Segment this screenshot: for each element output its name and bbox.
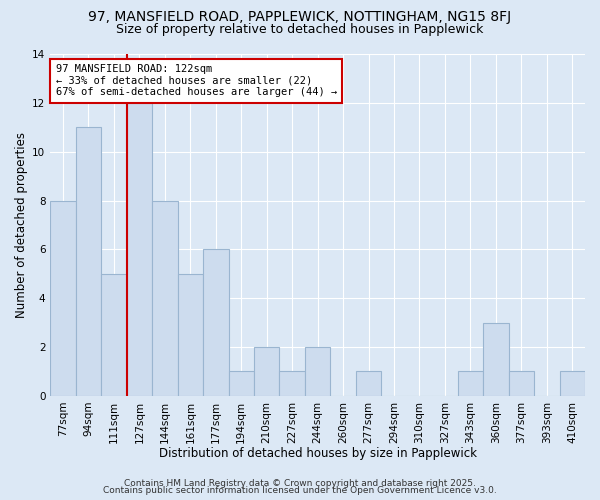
Bar xyxy=(356,372,381,396)
Bar xyxy=(280,372,305,396)
Bar xyxy=(229,372,254,396)
Bar xyxy=(458,372,483,396)
Bar xyxy=(127,103,152,396)
Bar xyxy=(178,274,203,396)
Text: 97, MANSFIELD ROAD, PAPPLEWICK, NOTTINGHAM, NG15 8FJ: 97, MANSFIELD ROAD, PAPPLEWICK, NOTTINGH… xyxy=(88,10,512,24)
Bar xyxy=(483,322,509,396)
Bar xyxy=(254,347,280,396)
Bar xyxy=(50,200,76,396)
Text: Contains public sector information licensed under the Open Government Licence v3: Contains public sector information licen… xyxy=(103,486,497,495)
Bar xyxy=(76,128,101,396)
Y-axis label: Number of detached properties: Number of detached properties xyxy=(15,132,28,318)
Text: 97 MANSFIELD ROAD: 122sqm
← 33% of detached houses are smaller (22)
67% of semi-: 97 MANSFIELD ROAD: 122sqm ← 33% of detac… xyxy=(56,64,337,98)
Text: Size of property relative to detached houses in Papplewick: Size of property relative to detached ho… xyxy=(116,22,484,36)
X-axis label: Distribution of detached houses by size in Papplewick: Distribution of detached houses by size … xyxy=(158,447,476,460)
Bar xyxy=(101,274,127,396)
Bar xyxy=(560,372,585,396)
Bar xyxy=(305,347,331,396)
Bar xyxy=(152,200,178,396)
Text: Contains HM Land Registry data © Crown copyright and database right 2025.: Contains HM Land Registry data © Crown c… xyxy=(124,478,476,488)
Bar xyxy=(509,372,534,396)
Bar xyxy=(203,250,229,396)
